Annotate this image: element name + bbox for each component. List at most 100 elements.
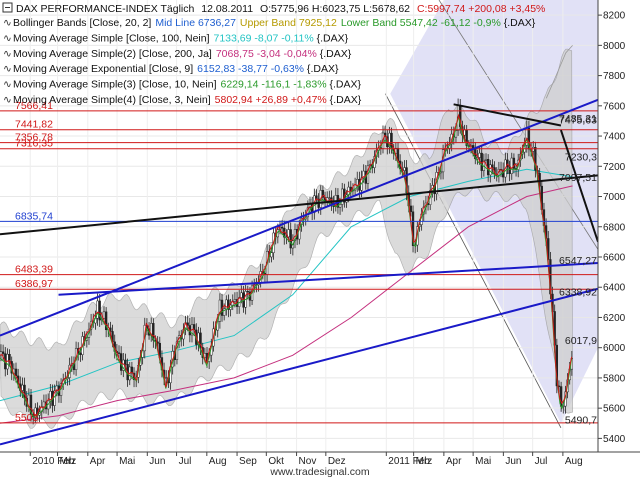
- price-bar-body: [29, 394, 33, 415]
- y-tick-label: 5400: [603, 434, 626, 445]
- footer-source: www.tradesignal.com: [269, 466, 369, 478]
- x-tick-label: Mai: [119, 456, 135, 467]
- legend-value: 7133,69 -8,07 -0,11%: [214, 32, 314, 44]
- legend-suffix: {.DAX}: [327, 79, 362, 91]
- price-bar-body: [117, 352, 121, 354]
- price-bar-body: [96, 300, 99, 319]
- x-tick-label: Okt: [268, 456, 284, 467]
- price-bar-body: [489, 164, 492, 176]
- indicator-line-icon: ∿: [3, 32, 12, 44]
- level-label: 5503: [15, 412, 39, 424]
- legend-name: Moving Average Simple(2) [Close, 200, Ja…: [13, 48, 212, 60]
- x-tick-label: Jun: [149, 456, 165, 467]
- price-bar-body: [506, 159, 509, 168]
- x-tick-label: Sep: [239, 456, 257, 467]
- price-bar-body: [1, 351, 5, 354]
- level-label: 6835,74: [15, 210, 53, 222]
- chart-title: DAX PERFORMANCE-INDEX Täglich: [16, 3, 195, 15]
- y-tick-label: 5600: [603, 404, 626, 415]
- trendline: [0, 287, 598, 446]
- price-bar-body: [388, 132, 391, 148]
- legend-entry: Moving Average Exponential [Close, 9] 615…: [13, 63, 339, 75]
- bollinger-upper-tail: [545, 45, 573, 99]
- y-tick-label: 8200: [603, 11, 626, 22]
- x-tick-label: Apr: [446, 456, 462, 467]
- price-bar-body: [14, 368, 18, 377]
- price-bar-body: [223, 308, 226, 316]
- y-tick-label: 7400: [603, 132, 626, 143]
- price-bar-body: [328, 197, 331, 199]
- price-bar-body: [362, 170, 365, 179]
- legend-entry: Moving Average Simple(2) [Close, 200, Ja…: [13, 48, 352, 60]
- indicator-line-icon: ∿: [3, 17, 12, 29]
- price-bar-body: [233, 299, 237, 302]
- indicator-line-icon: ∿: [3, 79, 12, 91]
- legend-entry: Moving Average Simple(4) [Close, 3, Nein…: [13, 94, 362, 106]
- right-level-label: 5490,7: [565, 415, 597, 427]
- price-bar-body: [104, 311, 108, 331]
- legend-suffix: {.DAX}: [314, 32, 349, 44]
- x-tick-label: Jul: [535, 456, 548, 467]
- ma10-line: [0, 116, 573, 419]
- trendline: [453, 103, 562, 127]
- legend-value: 6152,83 -38,77 -0,63%: [197, 63, 304, 75]
- y-tick-label: 7600: [603, 101, 626, 112]
- legend-name: Bollinger Bands [Close, 20, 2]: [13, 17, 151, 29]
- price-bar-body: [510, 157, 513, 174]
- legend-value: 5802,94 +26,89 +0,47%: [215, 94, 327, 106]
- level-label: 7441,82: [15, 119, 53, 131]
- level-label: 7316,35: [15, 138, 53, 150]
- price-bar-body: [287, 229, 290, 238]
- legend-entry: Moving Average Simple(3) [Close, 10, Nei…: [13, 79, 361, 91]
- y-tick-label: 7200: [603, 162, 626, 173]
- price-bar-body: [390, 132, 393, 149]
- right-level-label: 7230,3: [565, 152, 597, 164]
- legend-entry: Bollinger Bands [Close, 20, 2] Mid Line 6…: [13, 17, 536, 29]
- y-tick-label: 6800: [603, 222, 626, 233]
- x-tick-label: Dez: [328, 456, 346, 467]
- price-bar-body: [165, 377, 168, 379]
- legend-value: 7068,75 -3,04 -0,04%: [216, 48, 317, 60]
- legend-name: Moving Average Exponential [Close, 9]: [13, 63, 193, 75]
- right-level-label: 7475,63: [559, 115, 597, 127]
- price-bar-body: [225, 299, 228, 310]
- price-bar-body: [270, 252, 273, 258]
- y-tick-label: 8000: [603, 41, 626, 52]
- right-level-label: 6017,9: [565, 335, 597, 347]
- price-bar-body: [478, 152, 481, 158]
- right-level-label: 6338,92: [559, 286, 597, 298]
- x-tick-label: Jul: [179, 456, 192, 467]
- level-label: 7356,78: [15, 132, 53, 144]
- price-bar-body: [321, 190, 325, 198]
- price-bar-body: [246, 291, 249, 293]
- price-bar-body: [409, 205, 413, 213]
- price-bar-body: [512, 157, 516, 169]
- ma3-line: [0, 113, 573, 417]
- y-tick-label: 6200: [603, 313, 626, 324]
- chart-date: 12.08.2011: [201, 3, 253, 15]
- price-bar-body: [98, 300, 101, 321]
- x-tick-label: 2010 Feb: [32, 456, 75, 467]
- legend-suffix: {.DAX}: [501, 17, 536, 29]
- price-bar-body: [532, 147, 535, 152]
- legend-value: Mid Line 6736,27: [155, 17, 236, 29]
- y-tick-label: 5800: [603, 373, 626, 384]
- level-label: 6483,39: [15, 264, 53, 276]
- y-tick-label: 6600: [603, 252, 626, 263]
- ohlc-values: O:5775,96 H:6023,75 L:5678,62: [260, 3, 410, 15]
- right-level-label: 7485,31: [559, 113, 597, 125]
- price-bar-body: [484, 159, 488, 161]
- price-bar-body: [534, 147, 537, 171]
- legend-suffix: {.DAX}: [327, 94, 362, 106]
- trendline: [0, 98, 598, 337]
- legend-value: 6229,14 -116,1 -1,83%: [221, 79, 327, 91]
- x-tick-label: Jun: [505, 456, 521, 467]
- x-tick-label: Mrz: [60, 456, 77, 467]
- trendline: [559, 129, 598, 243]
- price-series: [0, 98, 574, 425]
- indicator-legend: ∿ Bollinger Bands [Close, 20, 2] Mid Line …: [3, 17, 536, 106]
- price-bar-body: [341, 188, 344, 205]
